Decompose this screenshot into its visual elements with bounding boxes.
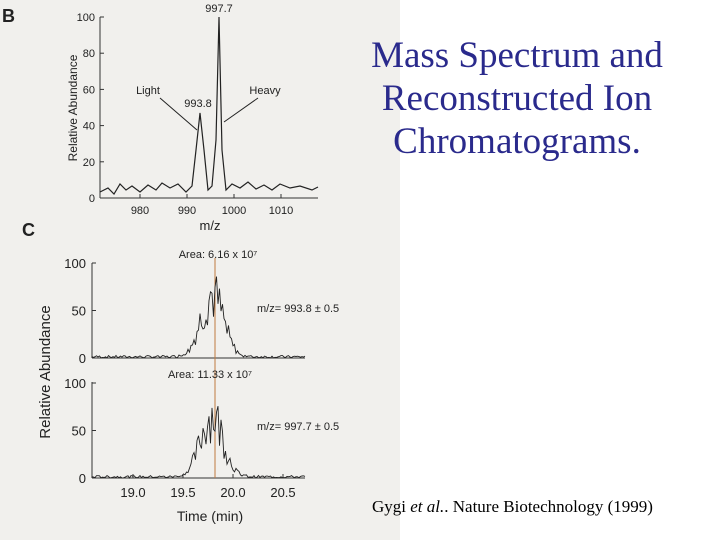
annotation: Area: 11.33 x 10⁷ (168, 369, 252, 381)
annotation: Light (136, 85, 160, 97)
x-tick-label: 990 (178, 205, 196, 217)
chromatogram-trace (91, 405, 306, 479)
annotation: Area: 6.16 x 10⁷ (179, 249, 258, 261)
annotation: Heavy (249, 85, 281, 97)
chromatogram-trace (91, 276, 306, 359)
figure-background (0, 0, 400, 540)
arrow (159, 97, 198, 131)
annotation: m/z= 993.8 ± 0.5 (257, 303, 339, 315)
citation-journal: . Nature Biotechnology (444, 497, 608, 516)
slide-title: Mass Spectrum and Reconstructed Ion Chro… (371, 35, 663, 162)
x-tick-label: 20.0 (220, 485, 245, 500)
citation-year: (1999) (607, 497, 653, 516)
y-tick-label: 100 (77, 12, 95, 24)
y-tick-label: 80 (83, 48, 95, 60)
x-axis-label: Time (min) (177, 508, 243, 524)
y-tick-label: 50 (72, 424, 86, 439)
y-tick-label: 0 (79, 351, 86, 366)
arrow (223, 97, 259, 123)
x-tick-label: 19.5 (170, 485, 195, 500)
y-tick-label: 100 (64, 376, 86, 391)
spectrum-trace (99, 16, 319, 195)
tick-group: 0 20 40 60 80 100 980 990 1000 1010 (77, 12, 294, 217)
panel-label: B (2, 6, 15, 26)
peak-label: 997.7 (205, 3, 233, 15)
y-tick-label: 40 (83, 121, 95, 133)
y-tick-label: 100 (64, 256, 86, 271)
peak-label: 993.8 (184, 98, 212, 110)
x-tick-label: 20.5 (270, 485, 295, 500)
x-tick-label: 1010 (269, 205, 293, 217)
tick-group: 0 50 100 0 50 100 19.0 19.5 20.0 20.5 (64, 256, 295, 500)
x-tick-label: 1000 (222, 205, 246, 217)
x-tick-label: 19.0 (120, 485, 145, 500)
y-tick-label: 60 (83, 84, 95, 96)
figure: B Relative Abundance 0 20 40 60 80 100 980 990 1… (0, 0, 400, 540)
citation-etal: et al. (410, 497, 445, 516)
citation-author: Gygi (372, 497, 406, 516)
x-axis-label: m/z (200, 218, 221, 233)
y-axis-label: Relative Abundance (37, 305, 54, 438)
y-tick-label: 20 (83, 157, 95, 169)
y-axis-label: Relative Abundance (66, 54, 80, 161)
citation: Gygi et al.. Nature Biotechnology (1999) (372, 497, 653, 517)
x-tick-label: 980 (131, 205, 149, 217)
y-tick-label: 0 (89, 193, 95, 205)
y-tick-label: 0 (79, 471, 86, 486)
panel-label: C (22, 220, 35, 240)
annotation: m/z= 997.7 ± 0.5 (257, 421, 339, 433)
y-tick-label: 50 (72, 304, 86, 319)
